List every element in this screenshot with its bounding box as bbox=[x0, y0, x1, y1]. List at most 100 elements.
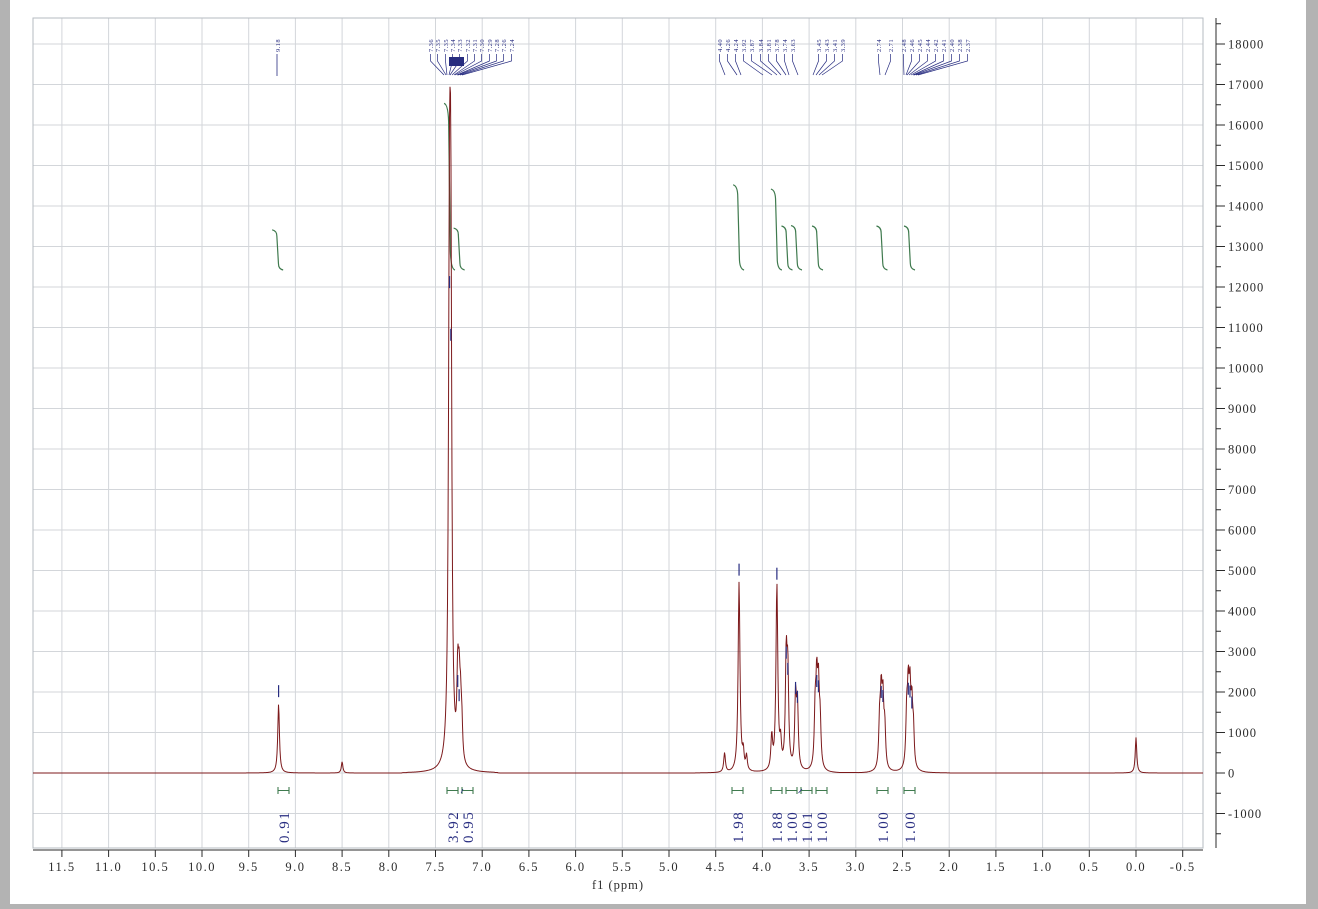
x-axis: 11.5 11.0 10.5 10.0 9.5 9.0 8.5 8.0 7.5 7.0 6.5 6.0… bbox=[33, 849, 1203, 874]
peak-shift-label: 2.41 bbox=[941, 39, 948, 52]
plot-border bbox=[32, 17, 1204, 849]
integral-value-label: 3.92 bbox=[446, 811, 462, 843]
x-tick-label: 8.0 bbox=[379, 860, 399, 874]
y-tick-label: 14000 bbox=[1228, 200, 1264, 214]
integral-range-bracket bbox=[903, 787, 916, 794]
peak-shift-label: 3.87 bbox=[749, 39, 756, 52]
integral-range-bracket bbox=[815, 787, 828, 794]
peak-shift-label: 4.24 bbox=[733, 39, 740, 52]
x-tick-label: 11.0 bbox=[95, 860, 122, 874]
x-tick-label: 8.5 bbox=[332, 860, 352, 874]
integral-value-label: 0.95 bbox=[461, 811, 477, 843]
x-tick-label: 1.5 bbox=[986, 860, 1006, 874]
peak-label-connector bbox=[905, 54, 912, 76]
peak-label-connector bbox=[456, 54, 490, 76]
y-tick-label: 10000 bbox=[1228, 362, 1264, 376]
y-tick-label: 1000 bbox=[1228, 726, 1257, 740]
x-tick-label: 3.0 bbox=[846, 860, 866, 874]
peak-label-connector bbox=[913, 54, 952, 76]
integral-curve bbox=[732, 184, 745, 271]
peak-shift-label: 9.18 bbox=[275, 39, 282, 52]
peak-label-connector bbox=[903, 54, 905, 76]
x-tick-label: 4.5 bbox=[706, 860, 726, 874]
y-tick-label: 11000 bbox=[1228, 321, 1264, 335]
integral-value-label: 1.01 bbox=[800, 811, 816, 843]
peak-label-connector bbox=[457, 54, 497, 76]
peak-shift-label: 3.39 bbox=[840, 39, 847, 52]
x-tick-label: 5.5 bbox=[612, 860, 632, 874]
peak-label-connector bbox=[910, 54, 936, 76]
y-tick-label: 13000 bbox=[1228, 240, 1264, 254]
peak-shift-label: 3.45 bbox=[816, 39, 823, 52]
peak-shift-label: 3.74 bbox=[782, 39, 789, 52]
x-axis-title: f1 (ppm) bbox=[592, 878, 644, 892]
peak-label-connector bbox=[727, 54, 738, 76]
y-tick-label: 3000 bbox=[1228, 645, 1257, 659]
spectrum-line bbox=[33, 86, 1203, 774]
y-tick-label: 8000 bbox=[1228, 443, 1257, 457]
integral-curve bbox=[770, 188, 783, 271]
peak-shift-label: 2.44 bbox=[925, 39, 932, 52]
peak-label-connector bbox=[445, 54, 448, 76]
peak-label-connector bbox=[719, 54, 726, 76]
peak-label-connector bbox=[437, 54, 447, 76]
integral-value-label: 0.91 bbox=[277, 811, 293, 843]
x-tick-label: 10.5 bbox=[141, 860, 169, 874]
integral-curve bbox=[811, 225, 824, 271]
integral-value-label: 1.98 bbox=[731, 811, 747, 843]
peak-label-connector bbox=[459, 54, 504, 76]
peak-label-connector bbox=[743, 54, 764, 76]
x-tick-label: 2.0 bbox=[939, 860, 959, 874]
peak-label-connector bbox=[821, 54, 843, 76]
integral-value-label: 1.00 bbox=[785, 811, 801, 843]
peak-label-connector bbox=[461, 54, 512, 76]
x-tick-label: 0.0 bbox=[1126, 860, 1146, 874]
peak-label-connector bbox=[768, 54, 782, 76]
integral-value-label: 1.00 bbox=[876, 811, 892, 843]
integral-value-label: 1.00 bbox=[903, 811, 919, 843]
peak-shift-label: 3.78 bbox=[774, 39, 781, 52]
integral-curve bbox=[790, 224, 803, 271]
integral-range-bracket bbox=[446, 787, 459, 794]
x-tick-label: -0.5 bbox=[1170, 860, 1196, 874]
y-tick-label: 17000 bbox=[1228, 78, 1264, 92]
peak-label-connector bbox=[812, 54, 819, 76]
integral-label-connector bbox=[460, 788, 464, 794]
x-tick-label: 5.0 bbox=[659, 860, 679, 874]
label-fan-blob bbox=[449, 57, 464, 66]
peak-shift-label: 7.31 bbox=[472, 39, 479, 52]
peak-shift-label: 2.46 bbox=[909, 39, 916, 52]
y-tick-label: 4000 bbox=[1228, 605, 1257, 619]
y-tick-label: 18000 bbox=[1228, 38, 1264, 52]
x-tick-label: 9.0 bbox=[285, 860, 305, 874]
y-tick-label: 16000 bbox=[1228, 119, 1264, 133]
integral-curves bbox=[271, 102, 916, 271]
peak-label-connector bbox=[760, 54, 778, 76]
x-tick-label: 6.5 bbox=[519, 860, 539, 874]
peak-label-connector bbox=[784, 54, 790, 76]
integral-curve bbox=[271, 229, 284, 271]
x-tick-label: 0.5 bbox=[1079, 860, 1099, 874]
peak-shift-label: 7.28 bbox=[494, 39, 501, 52]
peak-shift-label: 3.92 bbox=[741, 39, 748, 52]
peak-label-connector bbox=[735, 54, 742, 76]
peak-shift-label: 7.26 bbox=[501, 39, 508, 52]
x-tick-label: 6.0 bbox=[566, 860, 586, 874]
x-tick-label: 7.0 bbox=[472, 860, 492, 874]
integral-value-label: 1.88 bbox=[770, 811, 786, 843]
y-tick-label: 15000 bbox=[1228, 159, 1264, 173]
integral-label-connector bbox=[798, 788, 803, 794]
peak-shift-label: 7.35 bbox=[443, 39, 450, 52]
peak-shift-label: 7.34 bbox=[450, 39, 457, 52]
y-tick-label: 7000 bbox=[1228, 483, 1257, 497]
peak-shift-labels: 9.18 7.36 7.35 7.35 7.34 7.33 7.32 7.31 7.30 7.29… bbox=[275, 39, 972, 76]
peak-shift-label: 4.26 bbox=[725, 39, 732, 52]
peak-label-connector bbox=[915, 54, 960, 76]
x-tick-label: 7.5 bbox=[425, 860, 445, 874]
peak-shift-label: 7.30 bbox=[479, 39, 486, 52]
peak-label-connector bbox=[792, 54, 799, 76]
peak-shift-label: 2.42 bbox=[933, 39, 940, 52]
